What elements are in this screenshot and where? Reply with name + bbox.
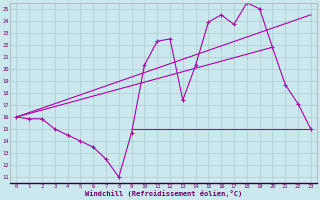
X-axis label: Windchill (Refroidissement éolien,°C): Windchill (Refroidissement éolien,°C) bbox=[85, 190, 242, 197]
